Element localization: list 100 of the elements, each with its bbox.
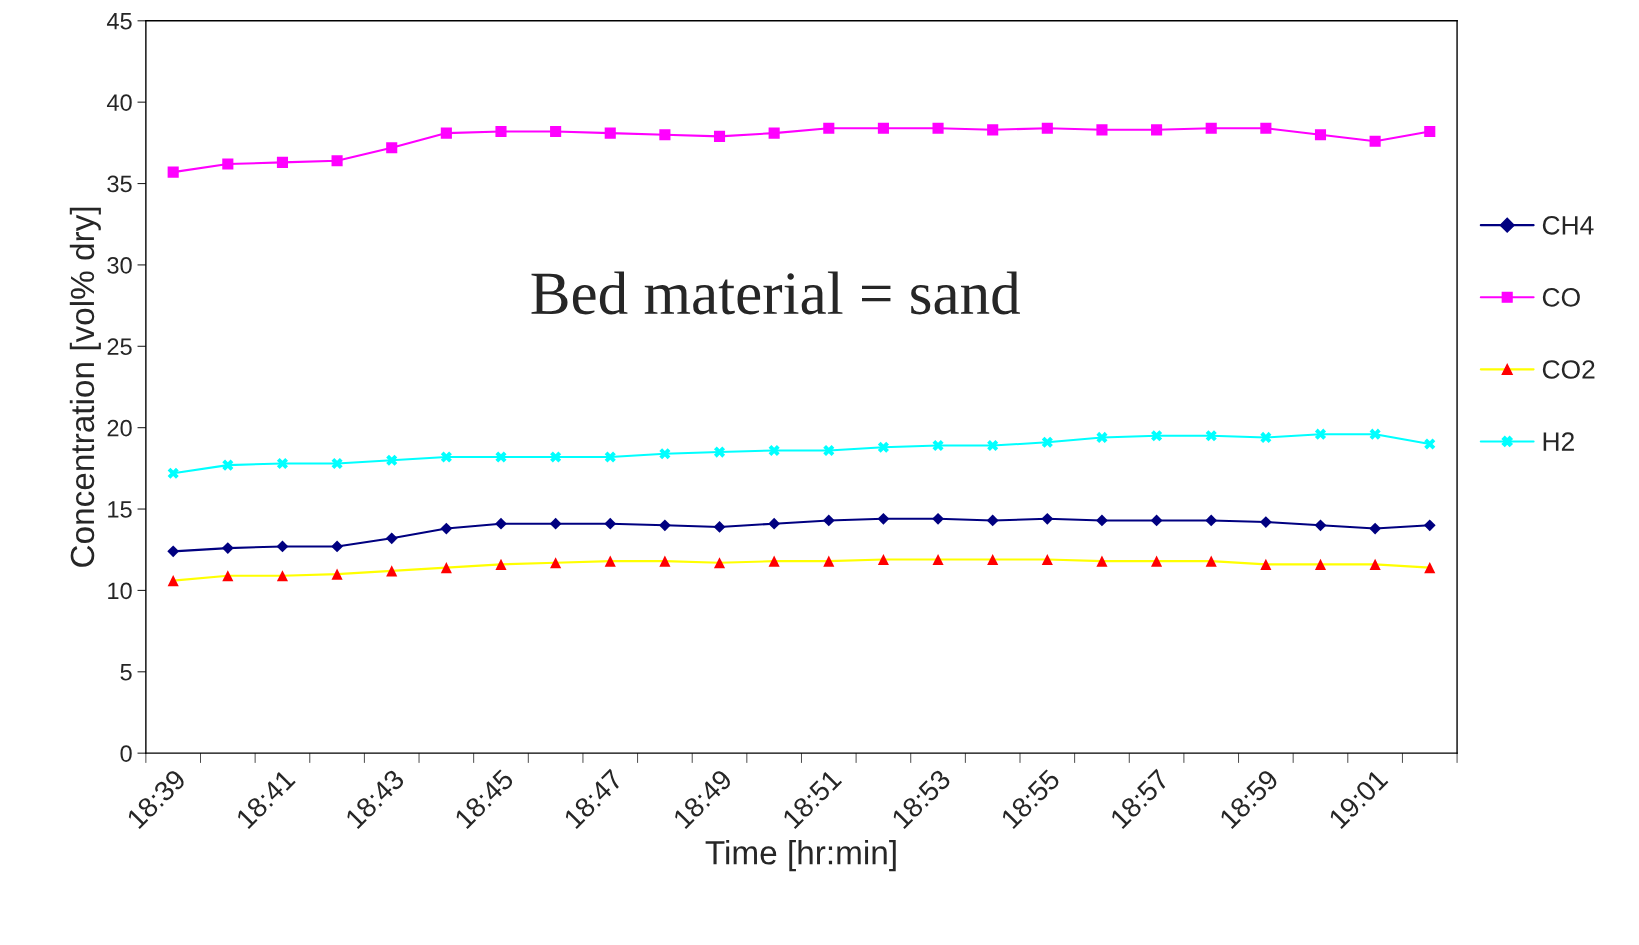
point	[386, 142, 398, 154]
y-tick-label: 10	[108, 582, 132, 600]
point	[768, 127, 780, 139]
point	[1369, 558, 1381, 570]
point	[1369, 135, 1381, 147]
point	[822, 514, 835, 527]
point	[1314, 428, 1327, 440]
y-tick-label: 20	[107, 419, 132, 437]
point	[495, 451, 507, 463]
point	[823, 122, 835, 134]
point	[604, 451, 616, 463]
point	[768, 444, 780, 457]
annotation: Bed material = sand	[531, 271, 1020, 315]
y-axis-title: Concentration [vol% dry]	[69, 207, 101, 567]
point	[1096, 514, 1108, 527]
point	[167, 166, 179, 178]
y-tick-label: 15	[108, 501, 132, 518]
legend-label: CH4	[1542, 215, 1594, 235]
y-tick-label: 40	[106, 94, 132, 111]
point	[659, 555, 671, 567]
point	[932, 440, 944, 452]
point	[1096, 124, 1108, 136]
point	[877, 441, 889, 453]
point	[1150, 514, 1163, 527]
point	[932, 122, 944, 134]
point	[550, 451, 562, 463]
point	[167, 545, 180, 558]
point	[1260, 122, 1272, 134]
point	[1041, 436, 1053, 448]
point	[932, 512, 944, 525]
point	[659, 448, 671, 460]
point	[1314, 519, 1327, 532]
point	[1096, 555, 1108, 567]
point	[823, 444, 835, 457]
point	[331, 155, 343, 167]
y-tick-label: 45	[106, 13, 132, 30]
point	[1151, 124, 1163, 136]
point	[658, 519, 671, 532]
point	[877, 122, 889, 134]
point	[1259, 516, 1272, 528]
point	[1260, 431, 1272, 443]
point	[440, 127, 452, 139]
point	[604, 517, 617, 530]
point	[987, 124, 999, 136]
point	[440, 451, 452, 463]
point	[549, 517, 562, 530]
point	[768, 555, 780, 567]
y-tick-label: 5	[120, 664, 132, 681]
point	[1205, 122, 1217, 134]
point	[1369, 428, 1381, 440]
point	[1151, 555, 1163, 567]
point	[331, 457, 343, 470]
point	[550, 125, 562, 138]
x-axis-title: Time [hr:min]	[705, 840, 896, 872]
point	[1205, 514, 1218, 527]
point	[222, 459, 234, 471]
point	[221, 542, 234, 554]
point	[1041, 122, 1053, 134]
point	[167, 575, 179, 587]
point	[495, 558, 507, 570]
point	[877, 512, 890, 525]
point	[987, 440, 999, 452]
point	[440, 562, 452, 574]
point	[1369, 522, 1382, 535]
point	[713, 521, 726, 533]
point	[987, 553, 999, 566]
point	[440, 522, 453, 535]
y-tick-label: 25	[107, 338, 132, 356]
point	[1151, 430, 1163, 442]
point	[385, 532, 398, 545]
point	[276, 570, 289, 582]
point	[1205, 555, 1217, 567]
point	[495, 517, 507, 530]
legend-label: CO2	[1542, 360, 1595, 379]
point	[932, 553, 944, 566]
point	[550, 557, 562, 569]
point	[1424, 438, 1436, 450]
point	[1096, 431, 1108, 443]
point	[1424, 125, 1436, 138]
point	[713, 130, 726, 142]
point	[331, 568, 343, 580]
point	[1423, 519, 1436, 532]
point	[1205, 430, 1217, 442]
point	[386, 454, 398, 466]
y-tick-label: 0	[120, 745, 132, 762]
point	[222, 158, 234, 170]
point	[986, 514, 999, 527]
point	[331, 540, 343, 553]
point	[276, 156, 289, 168]
point	[713, 557, 726, 569]
point	[276, 457, 289, 470]
point	[604, 127, 616, 139]
point	[167, 467, 179, 479]
point	[1314, 129, 1327, 141]
point	[877, 553, 889, 566]
point	[604, 555, 616, 567]
point	[1260, 558, 1272, 570]
point	[1314, 558, 1327, 570]
y-tick-label: 35	[107, 175, 132, 193]
point	[713, 446, 726, 458]
